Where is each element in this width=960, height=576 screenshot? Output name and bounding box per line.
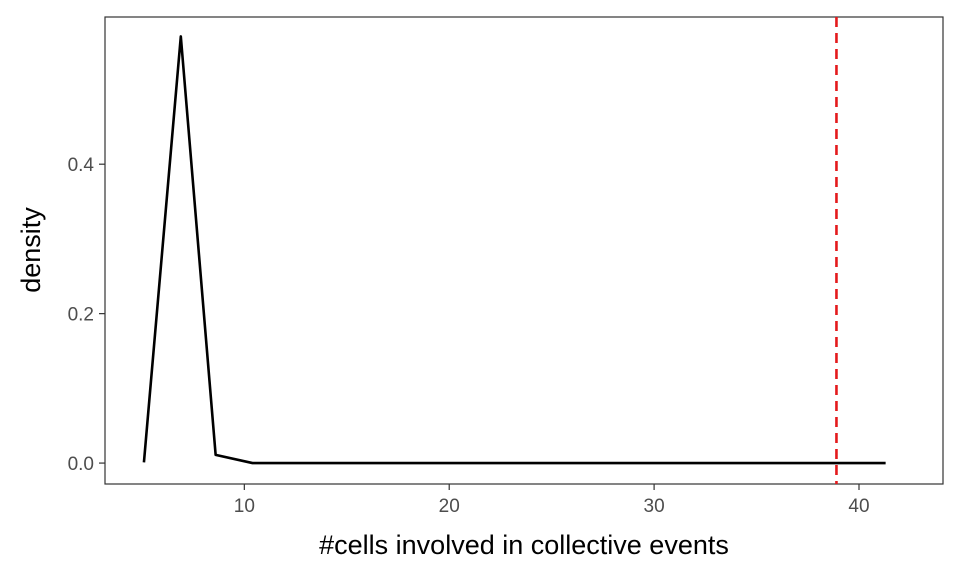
x-axis: 10 20 30 40 [234,484,870,517]
density-line [142,35,886,465]
x-tick-label: 30 [644,496,665,517]
x-tick-label: 40 [848,496,869,517]
y-tick-label: 0.2 [68,305,94,326]
series-layer [142,17,886,484]
plot-panel [104,16,944,485]
y-axis-title: density [16,207,46,293]
y-axis: 0.0 0.2 0.4 [68,155,105,475]
y-tick-label: 0.4 [68,155,95,176]
x-axis-title: #cells involved in collective events [319,530,729,560]
x-tick-label: 10 [234,496,255,517]
y-tick-label: 0.0 [68,454,94,475]
x-tick-label: 20 [439,496,460,517]
